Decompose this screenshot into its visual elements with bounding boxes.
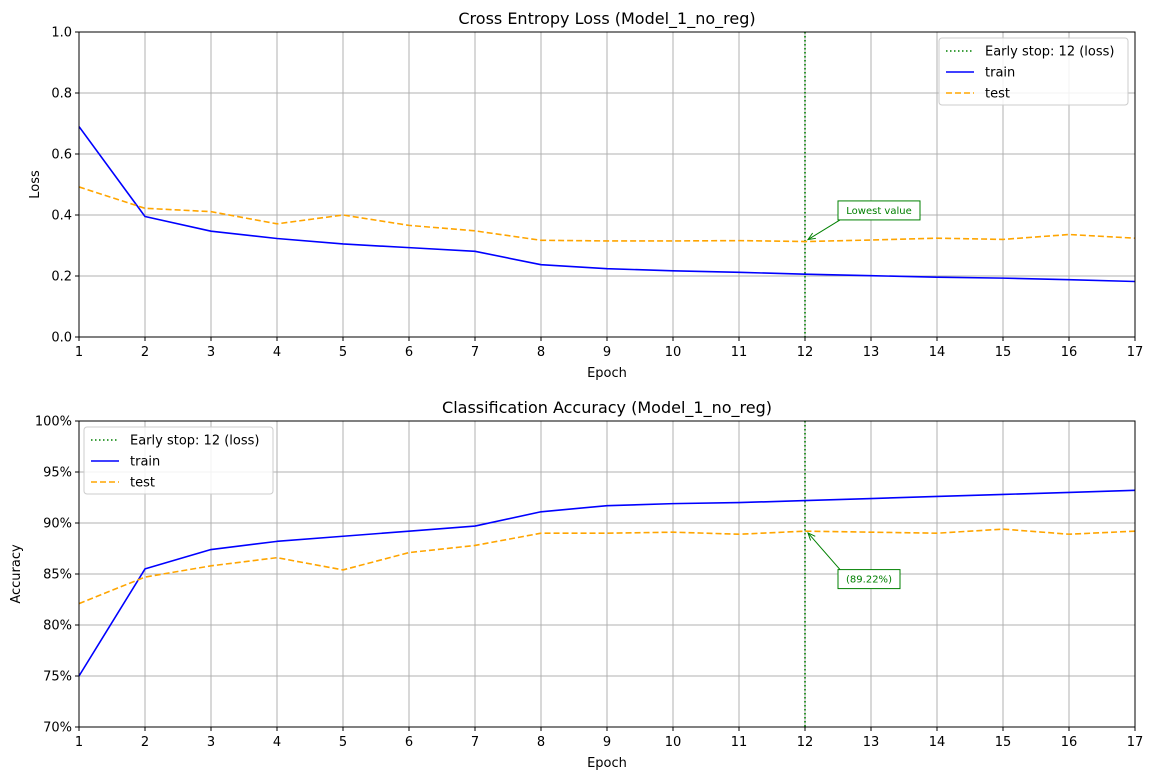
x-axis-label: Epoch xyxy=(587,366,627,381)
legend-entry-early-stop-label: Early stop: 12 (loss) xyxy=(985,45,1114,60)
legend-entry-early-stop-label: Early stop: 12 (loss) xyxy=(130,434,259,449)
x-tick-label: 10 xyxy=(665,345,682,360)
x-tick-label: 12 xyxy=(797,735,814,750)
x-tick-label: 1 xyxy=(75,735,83,750)
x-tick-label: 2 xyxy=(141,345,149,360)
legend-entry-train-label: train xyxy=(985,66,1015,81)
y-tick-label: 75% xyxy=(43,670,72,685)
x-tick-label: 6 xyxy=(405,345,413,360)
y-tick-label: 1.0 xyxy=(51,26,72,41)
y-tick-label: 90% xyxy=(43,517,72,532)
y-tick-label: 70% xyxy=(43,721,72,736)
y-tick-label: 0.0 xyxy=(51,331,72,346)
legend-box xyxy=(938,37,1129,106)
x-tick-label: 8 xyxy=(537,735,545,750)
legend-entry-train-label: train xyxy=(130,455,160,470)
x-tick-label: 12 xyxy=(797,345,814,360)
x-tick-label: 7 xyxy=(471,345,479,360)
x-tick-label: 14 xyxy=(929,345,946,360)
legend: Early stop: 12 (loss) train test xyxy=(83,426,274,495)
x-tick-label: 1 xyxy=(75,345,83,360)
legend-entry-test-label: test xyxy=(985,87,1010,102)
x-tick-label: 7 xyxy=(471,735,479,750)
x-tick-label: 5 xyxy=(339,345,347,360)
x-tick-label: 17 xyxy=(1127,735,1144,750)
y-tick-label: 0.4 xyxy=(51,209,72,224)
x-tick-label: 9 xyxy=(603,735,611,750)
y-tick-label: 85% xyxy=(43,568,72,583)
chart-title: Classification Accuracy (Model_1_no_reg) xyxy=(442,398,772,418)
series-line-test xyxy=(78,186,1136,243)
y-tick-label: 100% xyxy=(35,415,72,430)
y-axis-label: Accuracy xyxy=(9,544,24,604)
legend: Early stop: 12 (loss) train test xyxy=(938,37,1129,106)
x-tick-label: 17 xyxy=(1127,345,1144,360)
x-tick-label: 16 xyxy=(1061,345,1078,360)
x-tick-label: 9 xyxy=(603,345,611,360)
annotation-arrow xyxy=(807,219,841,240)
series-line-train xyxy=(78,489,1136,677)
x-tick-label: 3 xyxy=(207,345,215,360)
x-tick-label: 13 xyxy=(863,345,880,360)
x-tick-label: 5 xyxy=(339,735,347,750)
x-tick-label: 16 xyxy=(1061,735,1078,750)
y-axis-label: Loss xyxy=(28,170,43,199)
annotation-label: (89.22%) xyxy=(846,575,892,586)
x-tick-label: 13 xyxy=(863,735,880,750)
x-tick-label: 6 xyxy=(405,735,413,750)
x-tick-label: 2 xyxy=(141,735,149,750)
annotation-box xyxy=(837,200,921,221)
series-line-test xyxy=(78,528,1136,605)
chart-panel-2: (89.22%)1 2 3 4 5 6 7 8 9 10 11 12 13 14 15 16 1770%75%8… xyxy=(9,398,1143,771)
annotation-arrowhead xyxy=(807,532,816,541)
x-tick-label: 15 xyxy=(995,345,1012,360)
annotation-box xyxy=(837,569,901,590)
x-tick-label: 3 xyxy=(207,735,215,750)
annotation-label: Lowest value xyxy=(846,206,911,217)
legend-entry-test-label: test xyxy=(130,476,155,491)
x-tick-label: 11 xyxy=(731,735,748,750)
annotation-arrow xyxy=(807,532,841,570)
x-tick-label: 10 xyxy=(665,735,682,750)
x-tick-label: 4 xyxy=(273,735,281,750)
x-tick-label: 14 xyxy=(929,735,946,750)
legend-box xyxy=(83,426,274,495)
y-tick-label: 0.2 xyxy=(51,270,72,285)
x-axis-label: Epoch xyxy=(587,756,627,771)
y-tick-label: 95% xyxy=(43,466,72,481)
y-tick-label: 0.6 xyxy=(51,148,72,163)
y-tick-label: 80% xyxy=(43,619,72,634)
chart-title: Cross Entropy Loss (Model_1_no_reg) xyxy=(458,9,755,29)
y-tick-label: 0.8 xyxy=(51,87,72,102)
x-tick-label: 15 xyxy=(995,735,1012,750)
series-line-train xyxy=(78,126,1136,283)
x-tick-label: 4 xyxy=(273,345,281,360)
x-tick-label: 11 xyxy=(731,345,748,360)
x-tick-label: 8 xyxy=(537,345,545,360)
annotation-arrowhead xyxy=(806,232,816,241)
